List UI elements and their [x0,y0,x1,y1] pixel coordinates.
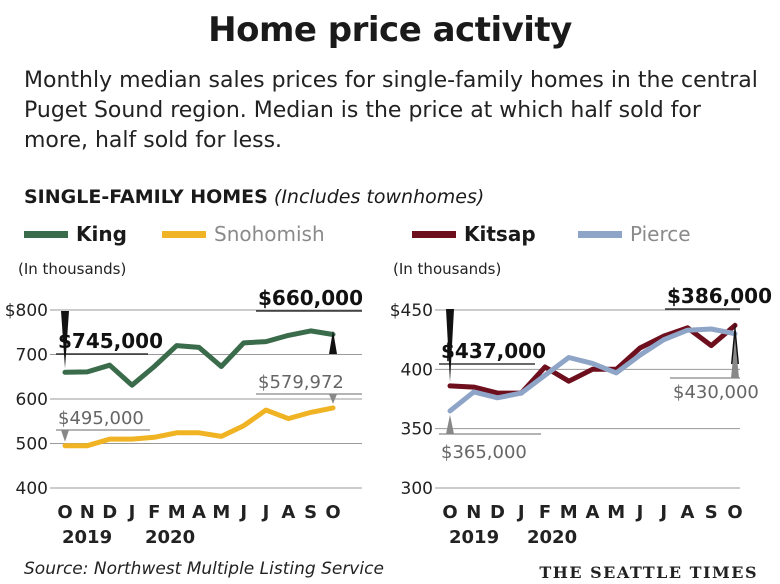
x-tick-label: J [635,502,644,523]
annotation-pointer [731,337,739,378]
annotation-pointer [329,394,337,404]
annotation-pointer [61,311,69,369]
x-tick-label: N [80,502,95,523]
annotation-pointer [61,430,69,442]
x-tick-label: S [705,502,718,523]
legend-kitsap-swatch [412,230,456,238]
legend-snohomish-swatch [162,230,206,238]
year-label: 2019 [62,527,112,548]
x-tick-label: F [148,502,160,523]
series-line-pierce [447,326,738,414]
legend-kitsap-label: Kitsap [464,222,536,246]
x-tick-label: S [304,502,317,523]
x-tick-label: O [727,502,742,523]
y-tick-label: 600 [16,390,48,410]
annotation-label: $437,000 [441,339,546,363]
x-tick-label: J [238,502,247,523]
chart-title: Home price activity [208,10,572,50]
y-tick-label: 400 [401,360,433,380]
y-tick-label: 350 [401,420,433,440]
y-tick-label: 300 [401,479,433,499]
publisher-logo: THE SEATTLE TIMES [539,563,758,582]
annotation-label: $386,000 [667,284,772,308]
right-unit-label: (In thousands) [393,260,502,278]
series-line-king [62,328,336,388]
annotation-pointer [446,309,454,382]
annotation-label: $660,000 [258,286,363,310]
annotation-pointer [446,414,454,434]
left-unit-label: (In thousands) [18,260,127,278]
legend-king-swatch [24,230,68,238]
annotation-label: $430,000 [673,382,759,403]
year-label: 2020 [145,527,195,548]
x-tick-label: J [516,502,525,523]
section-heading: SINGLE-FAMILY HOMES (Includes townhomes) [24,186,484,208]
legend-pierce-swatch [578,230,622,238]
x-tick-label: O [57,502,72,523]
y-tick-label: $450 [390,301,433,321]
legend-king-label: King [76,222,127,246]
y-tick-label: $800 [5,301,48,321]
source-note: Source: Northwest Multiple Listing Servi… [24,559,384,579]
legend-kitsap: Kitsap [412,222,536,246]
y-tick-label: 400 [16,479,48,499]
legend-pierce: Pierce [578,222,691,246]
annotation-label: $745,000 [58,329,163,353]
x-tick-label: F [539,502,551,523]
x-tick-label: D [102,502,117,523]
annotation-label: $495,000 [58,408,144,429]
chart-description: Monthly median sales prices for single-f… [24,68,758,153]
legend-pierce-label: Pierce [630,222,691,246]
x-tick-label: O [442,502,457,523]
year-label: 2020 [527,527,577,548]
legend-king: King [24,222,127,246]
x-tick-label: J [261,502,270,523]
series-line-snohomish [62,405,336,449]
annotation-label: $579,972 [258,372,344,393]
x-tick-label: O [325,502,340,523]
x-tick-label: A [586,502,600,523]
legend-snohomish-label: Snohomish [214,222,325,246]
year-label: 2019 [449,527,499,548]
y-tick-label: 700 [16,346,48,366]
x-tick-label: A [681,502,695,523]
x-tick-label: N [466,502,481,523]
section-label: SINGLE-FAMILY HOMES [24,186,268,208]
annotation-label: $365,000 [441,442,527,463]
x-tick-label: M [212,502,230,523]
legend-snohomish: Snohomish [162,222,325,246]
x-tick-label: M [168,502,186,523]
x-tick-label: A [281,502,295,523]
y-tick-label: 500 [16,435,48,455]
x-tick-label: J [658,502,667,523]
x-tick-label: M [560,502,578,523]
x-tick-label: A [192,502,206,523]
annotation-pointer [329,330,337,354]
x-tick-label: M [607,502,625,523]
section-note: (Includes townhomes) [273,186,485,208]
x-tick-label: D [490,502,505,523]
x-tick-label: J [127,502,136,523]
